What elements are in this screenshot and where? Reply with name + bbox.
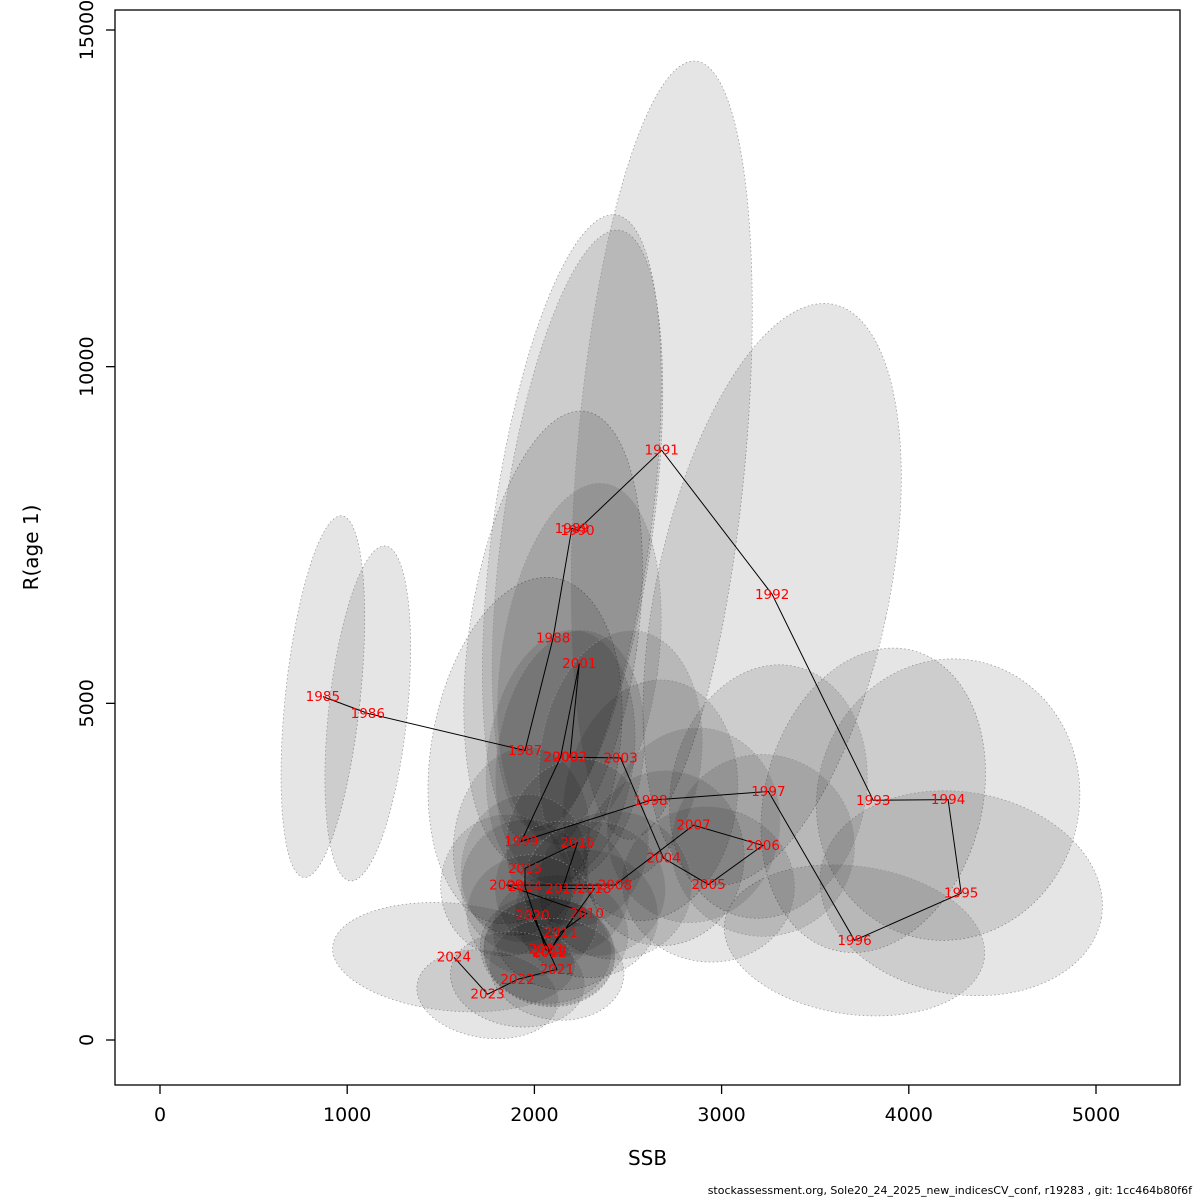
x-axis-tick-label: 3000 [697,1104,745,1126]
year-label-2008: 2008 [598,878,632,894]
year-label-2009: 2009 [489,878,523,894]
year-label-2000: 2000 [543,750,577,766]
year-label-2013: 2013 [528,942,562,958]
year-label-1990: 1990 [560,523,594,539]
year-label-2014: 2014 [508,879,542,895]
year-label-1991: 1991 [645,443,679,459]
year-label-1995: 1995 [944,886,978,902]
year-label-2003: 2003 [603,750,637,766]
year-label-2019: 2019 [532,944,566,960]
x-axis-tick-label: 2000 [510,1104,558,1126]
confidence-ellipse-1985 [280,515,366,878]
year-label-2012: 2012 [532,945,566,961]
plot-footer-caption: stockassessment.org, Sole20_24_2025_new_… [707,1184,1192,1197]
y-axis-tick-label: 5000 [76,679,98,727]
x-axis-tick-label: 4000 [885,1104,933,1126]
year-label-2006: 2006 [746,838,780,854]
year-label-1998: 1998 [633,793,667,809]
year-label-2021: 2021 [540,962,574,978]
year-label-2015: 2015 [508,861,542,877]
year-label-1985: 1985 [306,689,340,705]
year-label-2022: 2022 [500,972,534,988]
year-label-1994: 1994 [931,792,965,808]
year-label-1988: 1988 [536,631,570,647]
y-axis-tick-label: 10000 [76,336,98,396]
trajectory-line [322,449,962,995]
year-label-1999: 1999 [504,834,538,850]
year-label-2010: 2010 [570,906,604,922]
x-axis-tick-label: 0 [154,1104,166,1126]
y-axis-title: R(age 1) [19,505,43,591]
year-label-1993: 1993 [856,793,890,809]
year-label-2007: 2007 [676,818,710,834]
y-axis-tick-label: 15000 [76,0,98,60]
year-label-2017: 2017 [545,881,579,897]
year-label-2024: 2024 [437,950,471,966]
year-label-1987: 1987 [508,743,542,759]
x-axis-tick-label: 1000 [323,1104,371,1126]
year-label-1989: 1989 [555,521,589,537]
year-label-2016: 2016 [560,835,594,851]
year-label-2001: 2001 [562,656,596,672]
year-label-2020: 2020 [515,908,549,924]
confidence-ellipse-2024 [332,902,576,1013]
x-axis-title: SSB [628,1146,667,1170]
year-label-2023: 2023 [470,987,504,1003]
y-axis-tick-label: 0 [76,1034,98,1046]
year-label-1986: 1986 [351,706,385,722]
year-label-1996: 1996 [837,933,871,949]
x-axis-tick-label: 5000 [1072,1104,1120,1126]
year-label-2018: 2018 [577,881,611,897]
year-label-1997: 1997 [751,784,785,800]
plot-frame [114,9,1181,1086]
year-label-2002: 2002 [553,750,587,766]
year-label-2005: 2005 [691,877,725,893]
year-label-2004: 2004 [646,851,680,867]
year-label-1992: 1992 [755,587,789,603]
year-label-2011: 2011 [543,925,577,941]
